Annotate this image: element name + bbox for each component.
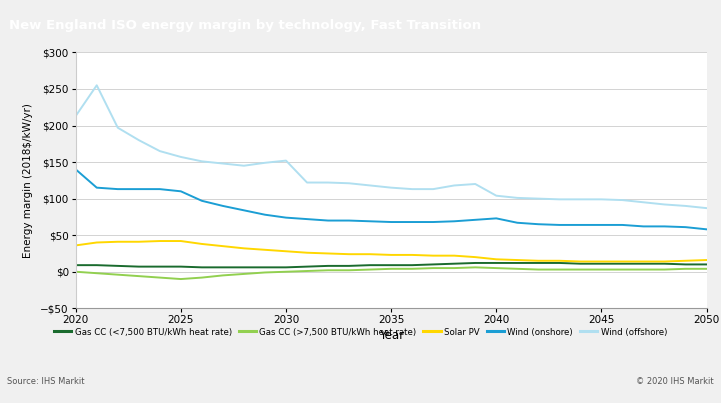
Legend: Gas CC (<7,500 BTU/kWh heat rate), Gas CC (>7,500 BTU/kWh heat rate), Solar PV, : Gas CC (<7,500 BTU/kWh heat rate), Gas C…	[50, 324, 671, 340]
X-axis label: Year: Year	[379, 329, 404, 343]
Text: New England ISO energy margin by technology, Fast Transition: New England ISO energy margin by technol…	[9, 19, 481, 32]
Y-axis label: Energy margin (2018$/kW/yr): Energy margin (2018$/kW/yr)	[23, 103, 33, 258]
Text: Source: IHS Markit: Source: IHS Markit	[7, 378, 84, 386]
Text: © 2020 IHS Markit: © 2020 IHS Markit	[636, 378, 714, 386]
